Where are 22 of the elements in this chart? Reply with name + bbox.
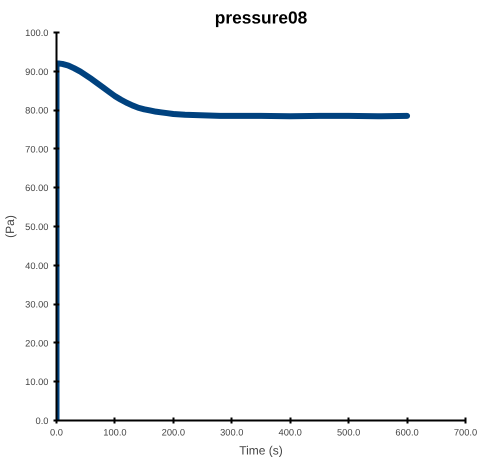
y-tick-label: 40.00 (25, 260, 48, 271)
y-axis-title: (Pa) (3, 215, 18, 238)
y-tick-label: 90.00 (25, 66, 48, 77)
y-tick-label: 70.00 (25, 144, 48, 154)
x-tick-label: 100.0 (103, 428, 127, 438)
x-tick-label: 400.0 (278, 428, 302, 438)
y-tick-label: 100.0 (25, 28, 48, 38)
x-tick-label: 500.0 (336, 428, 360, 438)
y-tick-label: 80.00 (25, 106, 48, 116)
y-tick-label: 10.00 (25, 377, 48, 388)
x-tick-label: 700.0 (454, 428, 478, 438)
y-tick-label: 30.00 (25, 300, 48, 310)
y-tick-label: 50.00 (25, 222, 48, 232)
x-tick-label: 200.0 (162, 428, 186, 438)
y-tick-label: 60.00 (25, 183, 48, 194)
y-tick-label: 0.0 (36, 416, 48, 426)
chart-title: pressure08 (214, 8, 308, 28)
y-tick-label: 20.00 (25, 338, 48, 348)
x-axis-title: Time (s) (239, 444, 283, 458)
x-tick-label: 0.0 (50, 428, 63, 438)
x-tick-label: 600.0 (395, 428, 419, 438)
x-tick-label: 300.0 (220, 428, 244, 438)
